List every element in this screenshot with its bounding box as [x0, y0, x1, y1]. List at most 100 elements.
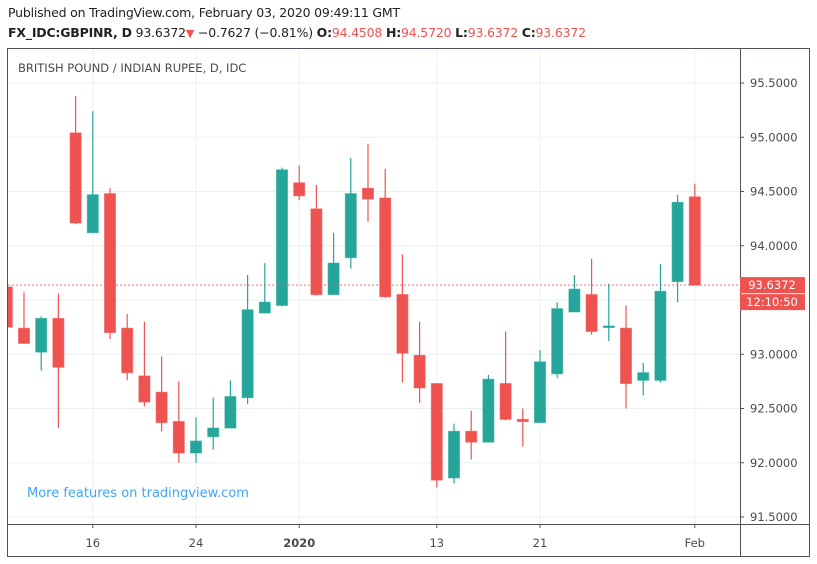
last-price-marker: 93.6372 12:10:50	[8, 277, 805, 311]
candle-body	[224, 396, 237, 429]
candle-body	[465, 430, 478, 443]
candle-body	[620, 327, 632, 385]
candle-down	[104, 188, 116, 340]
candle-down	[293, 165, 306, 201]
candle-body	[396, 294, 409, 354]
candle-body	[516, 418, 529, 423]
candle-up	[276, 167, 288, 307]
candle-up	[671, 194, 684, 303]
candle-body	[121, 327, 134, 374]
candle-up	[327, 232, 340, 296]
candle-up	[190, 417, 202, 463]
candle-down	[499, 331, 512, 421]
candle-body	[172, 421, 185, 454]
candle-body	[688, 196, 701, 286]
candle-down	[688, 183, 701, 286]
last-price-label: 93.6372	[748, 278, 796, 292]
candle-down	[430, 383, 443, 488]
low-value: 93.6372	[467, 25, 518, 40]
price-change: −0.7627 (−0.81%)	[197, 25, 313, 40]
last-price-badge	[740, 277, 805, 294]
candle-body	[207, 427, 220, 438]
time-tick-label: 24	[189, 536, 204, 550]
low-label: L:	[455, 25, 468, 40]
candle-body	[241, 309, 254, 399]
candle-body	[327, 262, 340, 296]
candle-down	[69, 96, 82, 225]
open-label: O:	[316, 25, 332, 40]
candle-up	[602, 283, 615, 342]
candle-up	[568, 275, 581, 313]
published-info: Published on TradingView.com, February 0…	[8, 5, 400, 20]
time-tick-label: 13	[429, 536, 444, 550]
candle-up	[344, 157, 357, 269]
candle-body	[430, 383, 443, 481]
candle-down	[52, 293, 65, 429]
open-value: 94.4508	[331, 25, 383, 40]
candle-body	[69, 132, 82, 224]
candle-body	[138, 375, 151, 403]
candle-up	[258, 263, 271, 314]
candle-body	[155, 391, 168, 424]
candle-down	[362, 143, 374, 222]
countdown-label: 12:10:50	[746, 295, 798, 309]
candle-down	[121, 314, 134, 381]
candles	[8, 96, 701, 488]
candle-up	[637, 362, 650, 396]
candle-body	[362, 187, 374, 200]
candle-up	[482, 374, 495, 443]
candle-up	[241, 275, 254, 405]
candle-body	[482, 378, 495, 443]
price-axis[interactable]: 95.5000 95.0000 94.5000 94.0000 93.0000 92.50…	[740, 76, 798, 524]
candle-body	[344, 193, 357, 259]
candle-body	[293, 182, 306, 197]
candle-body	[190, 440, 202, 454]
candle-body	[258, 301, 271, 314]
price-tick-label: 91.5000	[750, 510, 798, 524]
candle-down	[465, 410, 478, 460]
candle-body	[654, 290, 667, 381]
candle-down	[516, 408, 529, 447]
candle-body	[448, 430, 460, 479]
candle-body	[585, 294, 598, 332]
tradingview-promo-link[interactable]: More features on tradingview.com	[27, 486, 249, 501]
time-tick-label: 16	[85, 536, 100, 550]
candle-down	[413, 321, 426, 404]
countdown-badge	[740, 294, 805, 311]
candle-down	[310, 184, 323, 296]
candle-down	[172, 381, 185, 463]
time-axis[interactable]: 16 24 2020 13 21 Feb	[85, 524, 705, 550]
candle-body	[671, 201, 684, 283]
candle-body	[35, 317, 48, 353]
candle-body	[18, 327, 30, 344]
candle-body	[86, 194, 99, 234]
chart-frame	[7, 48, 810, 557]
candle-body	[379, 197, 392, 298]
candle-up	[224, 380, 237, 429]
candle-body	[534, 361, 546, 424]
candle-up	[207, 397, 220, 450]
candle-up	[551, 302, 564, 379]
candle-down	[620, 305, 632, 409]
candle-body	[602, 325, 615, 329]
price-tick-label: 92.0000	[750, 456, 798, 470]
high-value: 94.5720	[401, 25, 452, 40]
candle-body	[104, 193, 116, 334]
candle-up	[534, 349, 546, 424]
price-tick-label: 93.0000	[750, 347, 798, 361]
candle-down	[379, 168, 392, 298]
close-label: C:	[521, 25, 536, 40]
down-triangle-icon: ▼	[185, 27, 195, 40]
time-tick-label: 21	[533, 536, 548, 550]
close-value: 93.6372	[535, 25, 586, 40]
candle-body	[551, 308, 564, 375]
candle-body	[568, 288, 581, 313]
candle-down	[18, 292, 30, 344]
candle-body	[276, 169, 288, 306]
last-price: 93.6372	[135, 25, 186, 40]
price-tick-label: 95.5000	[750, 76, 798, 90]
candle-up	[654, 264, 667, 383]
symbol-name: FX_IDC:GBPINR, D	[8, 25, 132, 40]
candle-down	[585, 258, 598, 335]
